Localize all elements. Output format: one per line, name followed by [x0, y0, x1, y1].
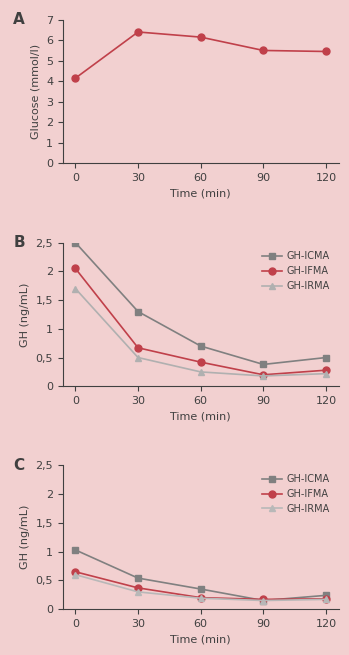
- Line: GH-IFMA: GH-IFMA: [72, 265, 329, 378]
- GH-IRMA: [261, 372, 266, 380]
- GH-ICMA: [261, 360, 266, 368]
- X-axis label: Time (min): Time (min): [170, 189, 231, 198]
- GH-IFMA: [73, 568, 77, 576]
- GH-ICMA: [136, 574, 140, 582]
- GH-IRMA: [136, 354, 140, 362]
- GH-ICMA: [324, 354, 328, 362]
- GH-ICMA: [73, 238, 77, 246]
- Legend: GH-ICMA, GH-IFMA, GH-IRMA: GH-ICMA, GH-IFMA, GH-IRMA: [258, 470, 334, 517]
- GH-IFMA: [73, 265, 77, 272]
- Legend: GH-ICMA, GH-IFMA, GH-IRMA: GH-ICMA, GH-IFMA, GH-IRMA: [258, 248, 334, 295]
- GH-IRMA: [324, 369, 328, 377]
- GH-IRMA: [261, 597, 266, 605]
- Text: B: B: [13, 235, 25, 250]
- GH-IFMA: [136, 584, 140, 592]
- Y-axis label: Glucose (mmol/l): Glucose (mmol/l): [30, 44, 40, 139]
- Line: GH-IRMA: GH-IRMA: [72, 571, 329, 604]
- GH-ICMA: [136, 308, 140, 316]
- Line: GH-IFMA: GH-IFMA: [72, 569, 329, 603]
- GH-IFMA: [324, 366, 328, 374]
- X-axis label: Time (min): Time (min): [170, 635, 231, 645]
- GH-IRMA: [324, 595, 328, 603]
- GH-ICMA: [324, 591, 328, 599]
- Line: GH-ICMA: GH-ICMA: [72, 239, 329, 368]
- GH-IFMA: [199, 358, 203, 366]
- GH-ICMA: [73, 546, 77, 554]
- GH-IFMA: [324, 595, 328, 603]
- GH-IRMA: [136, 588, 140, 596]
- GH-IFMA: [199, 593, 203, 601]
- Y-axis label: GH (ng/mL): GH (ng/mL): [20, 505, 30, 569]
- GH-ICMA: [261, 597, 266, 605]
- GH-IFMA: [136, 344, 140, 352]
- GH-IFMA: [261, 595, 266, 603]
- GH-IRMA: [199, 368, 203, 376]
- GH-ICMA: [199, 342, 203, 350]
- GH-IRMA: [199, 594, 203, 602]
- Line: GH-ICMA: GH-ICMA: [72, 546, 329, 604]
- Y-axis label: GH (ng/mL): GH (ng/mL): [20, 282, 30, 346]
- GH-ICMA: [199, 585, 203, 593]
- X-axis label: Time (min): Time (min): [170, 411, 231, 422]
- Line: GH-IRMA: GH-IRMA: [72, 285, 329, 379]
- GH-IFMA: [261, 371, 266, 379]
- Text: A: A: [13, 12, 25, 28]
- Text: C: C: [13, 458, 24, 473]
- GH-IRMA: [73, 571, 77, 578]
- GH-IRMA: [73, 284, 77, 292]
